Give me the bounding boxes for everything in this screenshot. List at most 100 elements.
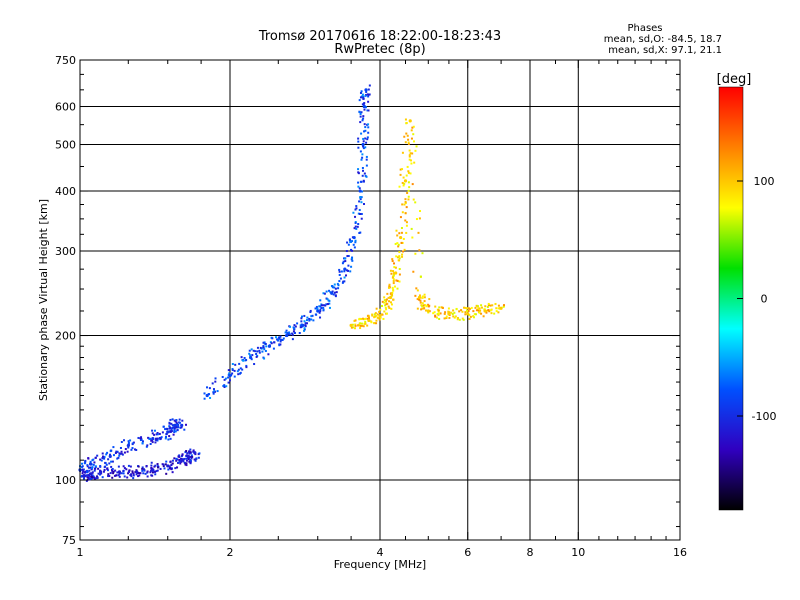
echo-point [164, 428, 167, 431]
echo-point [89, 460, 92, 463]
echo-point [398, 255, 401, 258]
echo-point [404, 118, 407, 121]
echo-point [451, 313, 454, 316]
echo-point [387, 296, 390, 299]
echo-point [376, 313, 379, 316]
echo-point [322, 308, 325, 311]
echo-point [363, 203, 366, 206]
echo-point [294, 325, 297, 328]
echo-point [166, 427, 169, 430]
echo-point [421, 295, 424, 298]
echo-point [81, 462, 84, 465]
echo-point [147, 436, 150, 439]
echo-point [319, 316, 322, 319]
y-tick-label: 300 [55, 245, 76, 258]
echo-point [273, 341, 276, 344]
echo-point [154, 464, 157, 467]
echo-point [460, 309, 463, 312]
echo-point [163, 467, 166, 470]
echo-point [303, 329, 306, 332]
echo-point [406, 192, 409, 195]
echo-point [175, 457, 178, 460]
echo-point [112, 446, 115, 449]
echo-point [337, 287, 340, 290]
echo-point [270, 336, 273, 339]
echo-point [443, 312, 446, 315]
trace-point [166, 464, 170, 468]
echo-point [345, 250, 348, 253]
echo-point [358, 208, 361, 211]
echo-point [378, 310, 381, 313]
echo-point [432, 312, 435, 315]
echo-point [338, 273, 341, 276]
trace-point [180, 458, 184, 462]
trace-point [367, 318, 371, 323]
echo-point [183, 457, 186, 460]
echo-point [464, 306, 467, 309]
echo-point [362, 140, 365, 143]
echo-point [101, 457, 104, 460]
echo-point [385, 312, 388, 315]
echo-point [180, 455, 183, 458]
trace-point [499, 306, 503, 310]
echo-point [407, 195, 410, 198]
echo-point [156, 463, 159, 466]
echo-point [405, 121, 408, 124]
echo-point [92, 476, 95, 479]
echo-point [401, 203, 404, 206]
echo-point [118, 454, 121, 457]
echo-point [358, 187, 361, 190]
echo-point [174, 467, 177, 470]
echo-point [402, 237, 405, 240]
echo-point [94, 467, 97, 470]
trace-point [403, 179, 408, 183]
echo-point [252, 349, 255, 352]
echo-point [231, 372, 234, 375]
echo-point [409, 172, 412, 175]
echo-point [240, 356, 243, 359]
echo-point [231, 368, 234, 371]
echo-point [288, 331, 291, 334]
echo-point [263, 342, 266, 345]
echo-point [89, 475, 92, 478]
echo-point [129, 439, 132, 442]
echo-point [434, 314, 437, 317]
echo-point [319, 310, 322, 313]
echo-point [354, 208, 357, 211]
echo-point [126, 450, 129, 453]
trace-point [249, 355, 253, 360]
echo-point [316, 307, 319, 310]
echo-point [303, 327, 306, 330]
echo-point [99, 465, 102, 468]
echo-point [318, 311, 321, 314]
echo-point [118, 472, 121, 475]
echo-point [358, 99, 361, 102]
echo-point [185, 464, 188, 467]
echo-point [187, 450, 190, 453]
echo-point [362, 117, 365, 120]
echo-point [233, 375, 236, 378]
echo-point [291, 333, 294, 336]
echo-point [362, 137, 365, 140]
echo-point [142, 472, 145, 475]
echo-point [351, 256, 354, 259]
echo-point [100, 459, 103, 462]
echo-point [407, 170, 410, 173]
echo-point [383, 310, 386, 313]
echo-point [421, 296, 424, 299]
echo-point [123, 439, 126, 442]
echo-point [354, 323, 357, 326]
echo-point [423, 307, 426, 310]
echo-point [160, 436, 163, 439]
echo-point [86, 464, 89, 467]
echo-point [110, 449, 113, 452]
echo-point [103, 455, 106, 458]
trace-point [378, 314, 382, 318]
echo-point [94, 465, 97, 468]
echo-point [420, 308, 423, 311]
echo-point [443, 317, 446, 320]
echo-point [392, 278, 395, 281]
echo-point [359, 180, 362, 183]
echo-point [174, 430, 177, 433]
echo-point [165, 432, 168, 435]
